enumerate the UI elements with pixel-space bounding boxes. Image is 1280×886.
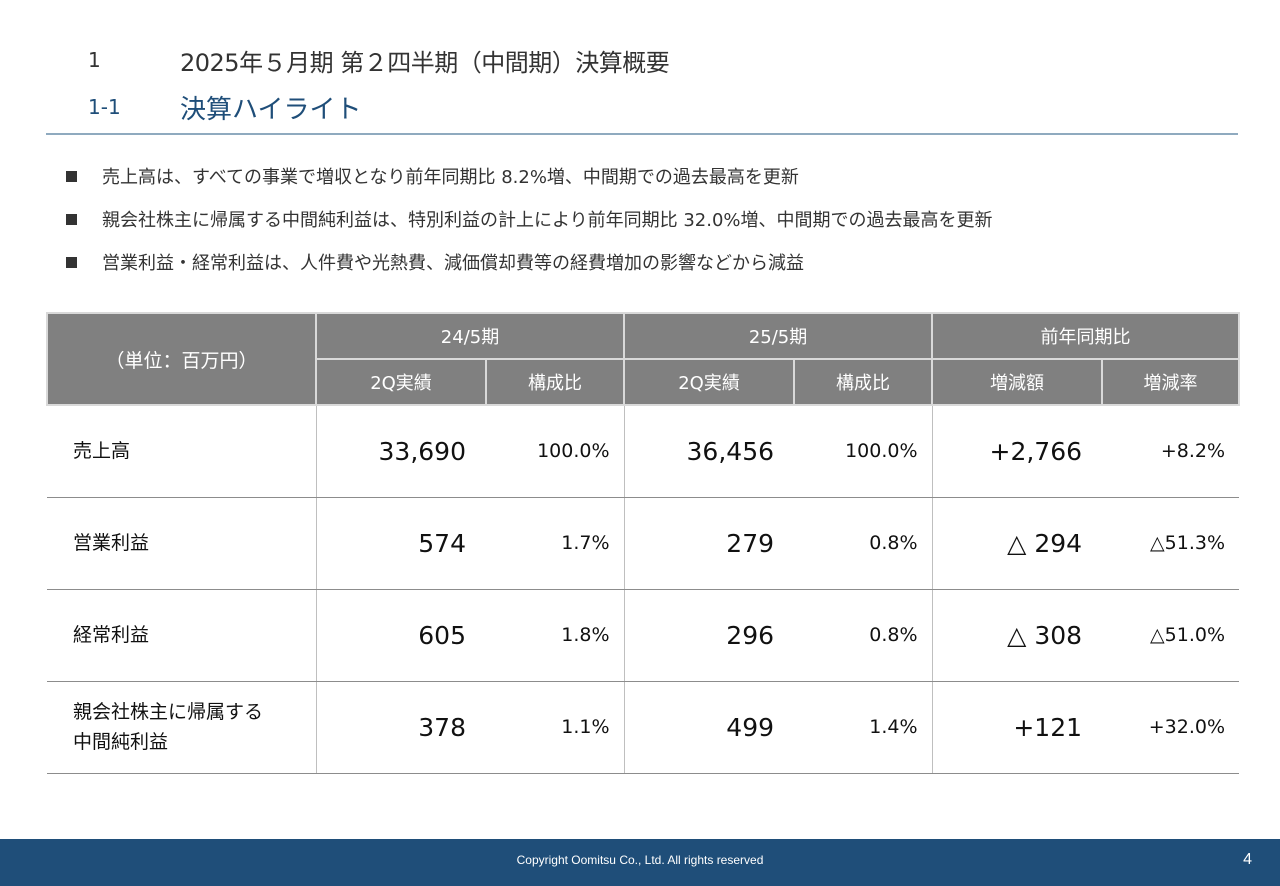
row-label-line1: 営業利益: [73, 531, 150, 554]
curr-amount: 499: [623, 681, 795, 774]
change-amount: △ 294: [931, 497, 1103, 590]
group-header-yoy: 前年同期比: [931, 312, 1241, 360]
square-bullet-icon: [66, 213, 77, 225]
bullet-item: 親会社株主に帰属する中間純利益は、特別利益の計上により前年同期比 32.0%増、…: [66, 203, 993, 235]
change-amount: △ 308: [931, 589, 1103, 682]
table-row-operating-income: 営業利益 574 1.7% 279 0.8% △ 294 △51.3%: [47, 497, 1240, 590]
prev-amount: 378: [315, 681, 486, 774]
col-header-curr-ratio: 構成比: [793, 358, 934, 406]
row-label: 親会社株主に帰属する 中間純利益: [47, 681, 316, 774]
prev-ratio: 1.7%: [486, 497, 625, 590]
section-number: 1: [88, 48, 101, 72]
curr-amount: 279: [623, 497, 795, 590]
row-label: 営業利益: [47, 497, 316, 590]
change-rate: +8.2%: [1102, 405, 1240, 498]
section-title: 2025年５月期 第２四半期（中間期）決算概要: [180, 48, 670, 77]
change-amount: +121: [931, 681, 1103, 774]
prev-ratio: 1.1%: [486, 681, 625, 774]
row-label: 経常利益: [47, 589, 316, 682]
bullet-text: 親会社株主に帰属する中間純利益は、特別利益の計上により前年同期比 32.0%増、…: [102, 210, 993, 231]
financial-summary-table: （単位：百万円） 24/5期 25/5期 前年同期比 2Q実績 構成比 2Q実績…: [46, 312, 1241, 774]
section-title-row: 1 2025年５月期 第２四半期（中間期）決算概要: [88, 44, 670, 77]
row-label-line2: 中間純利益: [73, 731, 169, 753]
highlight-bullets: 売上高は、すべての事業で増収となり前年同期比 8.2%増、中間期での過去最高を更…: [66, 160, 993, 289]
subsection-title-row: 1-1 決算ハイライト: [88, 90, 362, 125]
change-rate: △51.3%: [1102, 497, 1240, 590]
prev-amount: 33,690: [315, 405, 486, 498]
page-number: 4: [1243, 851, 1252, 868]
curr-ratio: 100.0%: [794, 405, 933, 498]
change-rate: △51.0%: [1102, 589, 1240, 682]
row-label: 売上高: [47, 405, 316, 498]
table-row-ordinary-income: 経常利益 605 1.8% 296 0.8% △ 308 △51.0%: [47, 589, 1240, 682]
group-header-prev: 24/5期: [314, 312, 626, 360]
curr-amount: 296: [623, 589, 795, 682]
header-row-columns: 2Q実績 構成比 2Q実績 構成比 増減額 増減率: [47, 358, 1241, 406]
header-row-groups: （単位：百万円） 24/5期 25/5期 前年同期比: [46, 312, 1241, 406]
col-header-prev-actual: 2Q実績: [315, 358, 487, 406]
subsection-number: 1-1: [88, 95, 121, 119]
prev-amount: 574: [315, 497, 486, 590]
table-row-net-income: 親会社株主に帰属する 中間純利益 378 1.1% 499 1.4% +121 …: [47, 681, 1240, 774]
col-header-change-amount: 増減額: [931, 358, 1104, 406]
row-label-line1: 売上高: [73, 440, 131, 463]
copyright-text: Copyright Oomitsu Co., Ltd. All rights r…: [516, 853, 764, 867]
prev-amount: 605: [315, 589, 486, 682]
row-label-line1: 経常利益: [73, 623, 150, 646]
col-header-curr-actual: 2Q実績: [623, 358, 796, 406]
header-divider: [46, 133, 1238, 135]
square-bullet-icon: [66, 256, 77, 268]
change-rate: +32.0%: [1102, 681, 1240, 774]
col-header-change-rate: 増減率: [1101, 358, 1241, 406]
table-row-sales: 売上高 33,690 100.0% 36,456 100.0% +2,766 +…: [47, 405, 1240, 498]
curr-ratio: 0.8%: [794, 497, 933, 590]
footer-bar: Copyright Oomitsu Co., Ltd. All rights r…: [0, 839, 1280, 886]
bullet-text: 売上高は、すべての事業で増収となり前年同期比 8.2%増、中間期での過去最高を更…: [102, 167, 799, 188]
bullet-text: 営業利益・経常利益は、人件費や光熱費、減価償却費等の経費増加の影響などから減益: [102, 253, 804, 274]
prev-ratio: 100.0%: [486, 405, 625, 498]
bullet-item: 営業利益・経常利益は、人件費や光熱費、減価償却費等の経費増加の影響などから減益: [66, 246, 993, 278]
group-header-curr: 25/5期: [623, 312, 934, 360]
square-bullet-icon: [66, 170, 77, 182]
prev-ratio: 1.8%: [486, 589, 625, 682]
col-header-prev-ratio: 構成比: [484, 358, 626, 406]
unit-label: （単位：百万円）: [46, 312, 317, 406]
row-label-line1: 親会社株主に帰属する: [73, 700, 264, 723]
curr-amount: 36,456: [623, 405, 795, 498]
page-title: 決算ハイライト: [180, 94, 362, 125]
curr-ratio: 1.4%: [794, 681, 933, 774]
change-amount: +2,766: [931, 405, 1103, 498]
bullet-item: 売上高は、すべての事業で増収となり前年同期比 8.2%増、中間期での過去最高を更…: [66, 160, 993, 192]
curr-ratio: 0.8%: [794, 589, 933, 682]
